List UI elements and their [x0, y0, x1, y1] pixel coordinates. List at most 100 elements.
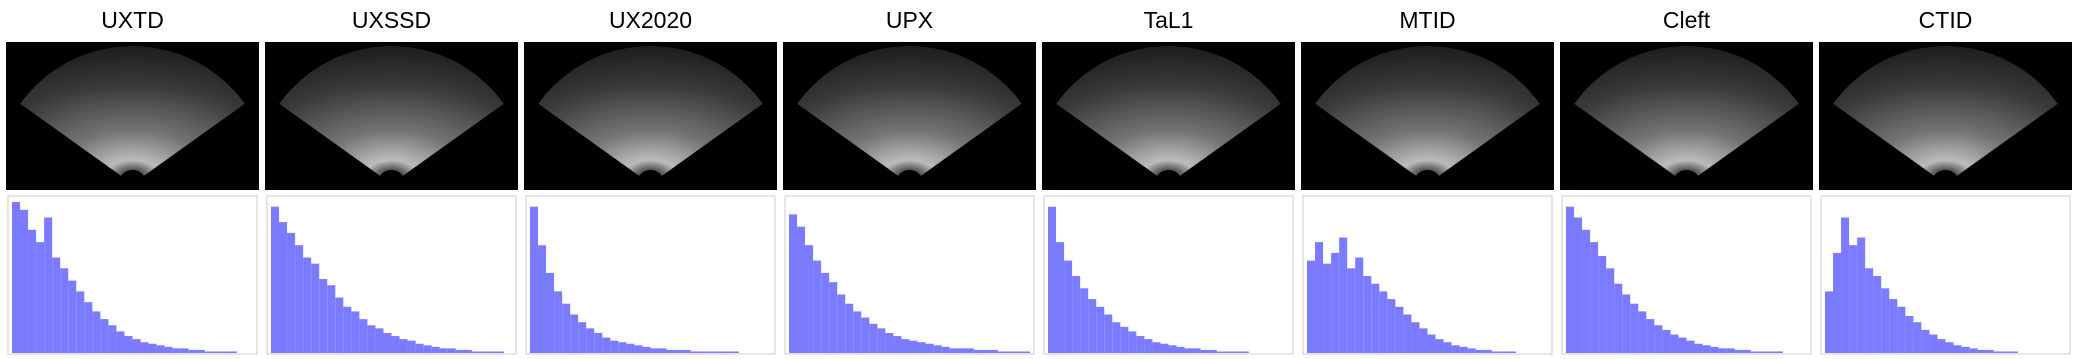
panel-title: TaL1: [1144, 7, 1194, 33]
histogram-bar: [1758, 351, 1767, 353]
histogram-bar: [626, 343, 635, 353]
histogram-bar: [813, 260, 822, 353]
histogram-bar: [327, 285, 336, 353]
histogram-bar: [562, 303, 571, 353]
histogram-bar: [271, 206, 280, 353]
histogram-bar: [1499, 351, 1508, 353]
histogram-bar: [1387, 299, 1396, 353]
histogram-bar: [1897, 306, 1906, 353]
histogram-bar: [1670, 334, 1679, 353]
histogram-bar: [439, 348, 448, 353]
histogram-bar: [1013, 351, 1022, 353]
panel: UXSSD: [265, 7, 518, 355]
histogram-bar: [68, 280, 77, 353]
histogram-bar: [845, 303, 854, 353]
panel-title: UPX: [886, 7, 933, 33]
histogram-bar: [957, 348, 966, 353]
histogram-bar: [100, 319, 109, 353]
histogram-bar: [530, 206, 539, 353]
histogram-bar: [698, 351, 707, 353]
histogram-bar: [164, 346, 173, 353]
histogram-bar: [1993, 351, 2002, 353]
panel-title: UXSSD: [352, 7, 431, 33]
histogram-bar: [821, 272, 830, 353]
histogram-bar: [196, 349, 205, 353]
histogram-bar: [853, 311, 862, 353]
histogram-bar: [287, 232, 296, 353]
histogram-bar: [805, 245, 814, 353]
histogram-bar: [1913, 322, 1922, 353]
histogram-bar: [383, 332, 392, 353]
histogram-bar: [1582, 229, 1591, 353]
histogram-bar: [1646, 319, 1655, 353]
histogram-bar: [658, 348, 667, 353]
histogram-bar: [989, 349, 998, 353]
histogram-bar: [1937, 339, 1946, 353]
histogram-bar: [116, 331, 125, 353]
histogram-bar: [1443, 342, 1452, 353]
histogram-bar: [295, 245, 304, 353]
histogram-bar: [1881, 288, 1890, 353]
histogram-bar: [1825, 291, 1834, 353]
histogram-bar: [1961, 346, 1970, 353]
histogram-bar: [423, 345, 432, 353]
histogram-bar: [447, 348, 456, 353]
histogram-bar: [885, 332, 894, 353]
histogram-bar: [1403, 314, 1412, 353]
histogram-bar: [431, 346, 440, 353]
histogram-bar: [909, 340, 918, 353]
histogram-bar: [479, 351, 488, 353]
histogram-bar: [303, 257, 312, 353]
histogram-bar: [1048, 206, 1057, 353]
ultrasound-fan: [20, 46, 245, 176]
histogram-bar: [973, 349, 982, 353]
histogram-bar: [1654, 325, 1663, 353]
histogram-frame: [1043, 195, 1294, 355]
histogram-bar: [1435, 339, 1444, 353]
histogram-bar: [1590, 242, 1599, 353]
panel-title: Cleft: [1663, 7, 1711, 33]
histogram-bar: [1694, 343, 1703, 353]
histogram-bar: [140, 342, 149, 353]
histogram-bar: [1331, 252, 1340, 353]
histogram-bar: [861, 317, 870, 353]
histogram-bar: [1144, 339, 1153, 353]
histogram-bar: [1064, 260, 1073, 353]
histogram-bar: [311, 263, 320, 353]
histogram-bar: [829, 282, 838, 353]
histogram-bar: [1192, 348, 1201, 353]
histogram-bar: [92, 311, 101, 353]
histogram-bar: [578, 322, 587, 353]
histogram-bar: [538, 245, 547, 353]
panel-title: CTID: [1919, 7, 1973, 33]
histogram-bar: [351, 311, 360, 353]
panel: UX2020: [524, 7, 777, 355]
histogram-bar: [869, 323, 878, 353]
histogram-bar: [1363, 276, 1372, 353]
histogram-bar: [367, 325, 376, 353]
histogram-bar: [228, 351, 237, 353]
histogram-bar: [789, 214, 798, 353]
histogram-bar: [148, 343, 157, 353]
histogram-bar: [1734, 349, 1743, 353]
histogram-bar: [1112, 322, 1121, 353]
histogram-bar: [455, 349, 464, 353]
histogram-bar: [1411, 322, 1420, 353]
histogram-bar: [586, 328, 595, 353]
histogram-bar: [1232, 351, 1241, 353]
histogram-bar: [1678, 337, 1687, 353]
histogram-bar: [1005, 351, 1014, 353]
histogram-bar: [1216, 351, 1225, 353]
histogram-bar: [1873, 276, 1882, 353]
histogram-bar: [124, 336, 133, 353]
histogram-bar: [1379, 291, 1388, 353]
histogram-bar: [941, 346, 950, 353]
histogram-bar: [180, 348, 189, 353]
panel-title: MTID: [1399, 7, 1455, 33]
histogram-bar: [1702, 345, 1711, 353]
histogram-bar: [893, 336, 902, 353]
histogram-bar: [1475, 349, 1484, 353]
histogram-bar: [1208, 349, 1217, 353]
histogram-bar: [1056, 242, 1065, 353]
